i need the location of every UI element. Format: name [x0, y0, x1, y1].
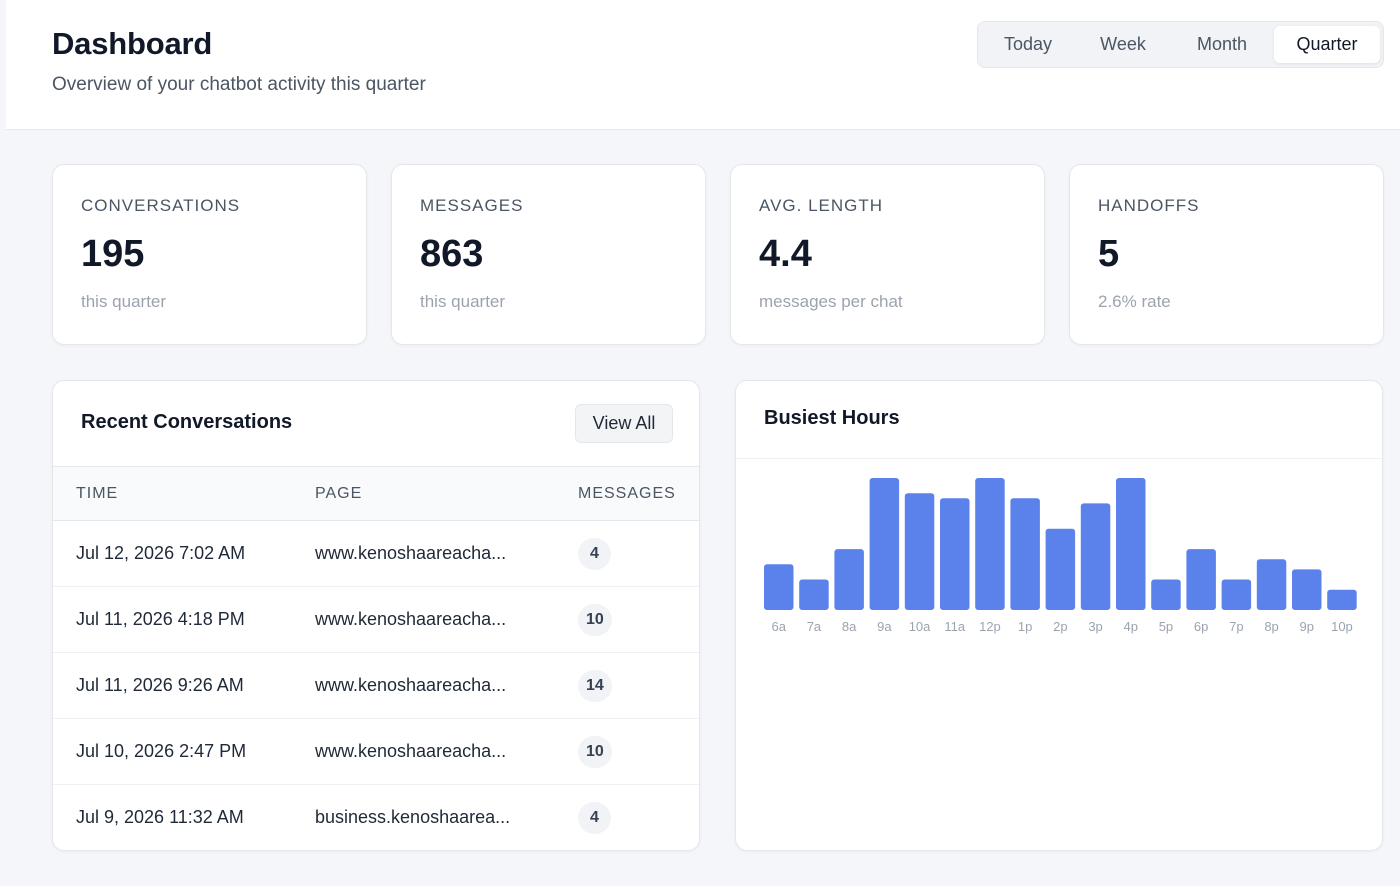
x-tick-label: 7p [1229, 619, 1243, 634]
page-title: Dashboard [52, 26, 213, 61]
row-page: www.kenoshaareacha... [315, 675, 507, 695]
stat-label: CONVERSATIONS [81, 196, 241, 215]
stat-value: 863 [420, 233, 484, 275]
bar-2p [1045, 528, 1076, 610]
x-tick-label: 12p [979, 619, 1001, 634]
message-count-badge: 14 [578, 670, 612, 702]
range-quarter-button[interactable]: Quarter [1274, 26, 1380, 63]
bar-9a [869, 478, 900, 610]
x-tick-label: 11a [944, 619, 965, 634]
x-tick-label: 8a [842, 619, 857, 634]
column-header-time: TIME [76, 485, 119, 502]
table-row[interactable]: Jul 11, 2026 4:18 PM www.kenoshaareacha.… [53, 587, 699, 653]
row-time: Jul 10, 2026 2:47 PM [76, 741, 247, 761]
x-tick-label: 6p [1194, 619, 1208, 634]
busiest-hours-panel: Busiest Hours 6a 7a 8a 9a 10a 11a 12p 1p 2p 3p 4p 5… [735, 380, 1383, 851]
row-time: Jul 12, 2026 7:02 AM [76, 543, 246, 563]
stat-label: MESSAGES [420, 196, 524, 215]
stat-note: 2.6% rate [1098, 292, 1171, 311]
bar-6p [1186, 549, 1216, 610]
bar-10p [1327, 589, 1357, 610]
page-header: Dashboard Overview of your chatbot activ… [6, 0, 1400, 130]
column-header-messages: MESSAGES [578, 485, 676, 502]
message-count-badge: 4 [578, 538, 611, 570]
x-tick-label: 10p [1331, 619, 1353, 634]
row-page: business.kenoshaarea... [315, 807, 511, 827]
x-tick-label: 7a [807, 619, 822, 634]
table-row[interactable]: Jul 12, 2026 7:02 AM www.kenoshaareacha.… [53, 521, 699, 587]
bar-5p [1151, 579, 1181, 610]
message-count-badge: 4 [578, 802, 611, 834]
x-tick-label: 6a [772, 619, 787, 634]
stat-label: HANDOFFS [1098, 196, 1200, 215]
table-row[interactable]: Jul 10, 2026 2:47 PM www.kenoshaareacha.… [53, 719, 699, 785]
page-subtitle: Overview of your chatbot activity this q… [52, 74, 426, 95]
row-time: Jul 9, 2026 11:32 AM [76, 807, 244, 827]
bar-12p [975, 478, 1005, 610]
row-time: Jul 11, 2026 4:18 PM [76, 609, 245, 629]
x-tick-label: 1p [1018, 619, 1032, 634]
row-page: www.kenoshaareacha... [315, 609, 507, 629]
x-tick-label: 5p [1159, 619, 1173, 634]
bar-10a [904, 493, 935, 610]
time-range-switch: Today Week Month Quarter [977, 21, 1384, 68]
recent-conversations-panel: Recent Conversations View All TIME PAGE … [52, 380, 700, 851]
view-all-button[interactable]: View All [575, 404, 673, 443]
busiest-hours-chart: 6a 7a 8a 9a 10a 11a 12p 1p 2p 3p 4p 5p 6p 7p 8p 9p 10p [764, 478, 1357, 634]
stat-label: AVG. LENGTH [759, 196, 884, 215]
bar-1p [1010, 498, 1040, 610]
x-tick-label: 4p [1124, 619, 1138, 634]
stat-value: 4.4 [759, 233, 812, 275]
stat-card-avg-length: AVG. LENGTH 4.4 messages per chat [730, 164, 1045, 345]
message-count-badge: 10 [578, 736, 612, 768]
row-time: Jul 11, 2026 9:26 AM [76, 675, 244, 695]
x-tick-label: 2p [1053, 619, 1067, 634]
x-tick-label: 9p [1300, 619, 1314, 634]
range-week-button[interactable]: Week [1100, 34, 1146, 54]
bar-3p [1080, 503, 1111, 610]
x-tick-label: 3p [1088, 619, 1102, 634]
stat-note: this quarter [81, 292, 167, 311]
row-page: www.kenoshaareacha... [315, 543, 507, 563]
stat-card-handoffs: HANDOFFS 5 2.6% rate [1069, 164, 1384, 345]
range-month-button[interactable]: Month [1196, 34, 1248, 54]
x-tick-label: 10a [909, 619, 931, 634]
range-today-button[interactable]: Today [1003, 34, 1053, 54]
stat-card-conversations: CONVERSATIONS 195 this quarter [52, 164, 367, 345]
bar-9p [1292, 569, 1322, 610]
bar-7a [799, 579, 829, 610]
message-count-badge: 10 [578, 604, 612, 636]
stat-value: 5 [1098, 233, 1120, 275]
bar-8a [834, 549, 864, 610]
bar-11a [940, 498, 970, 610]
recent-conversations-title: Recent Conversations [81, 411, 293, 433]
bar-7p [1221, 579, 1252, 610]
stat-note: messages per chat [759, 292, 903, 311]
busiest-hours-title: Busiest Hours [764, 407, 900, 429]
table-row[interactable]: Jul 11, 2026 9:26 AM www.kenoshaareacha.… [53, 653, 699, 719]
table-header: TIME PAGE MESSAGES [53, 466, 699, 521]
stat-card-messages: MESSAGES 863 this quarter [391, 164, 706, 345]
stat-value: 195 [81, 233, 145, 275]
bar-6a [764, 564, 794, 610]
bar-8p [1256, 559, 1287, 610]
x-tick-label: 9a [877, 619, 892, 634]
divider [736, 458, 1382, 459]
bar-4p [1116, 478, 1146, 610]
row-page: www.kenoshaareacha... [315, 741, 507, 761]
column-header-page: PAGE [315, 485, 363, 502]
stat-note: this quarter [420, 292, 506, 311]
x-tick-label: 8p [1264, 619, 1278, 634]
table-row[interactable]: Jul 9, 2026 11:32 AM business.kenoshaare… [53, 785, 699, 850]
